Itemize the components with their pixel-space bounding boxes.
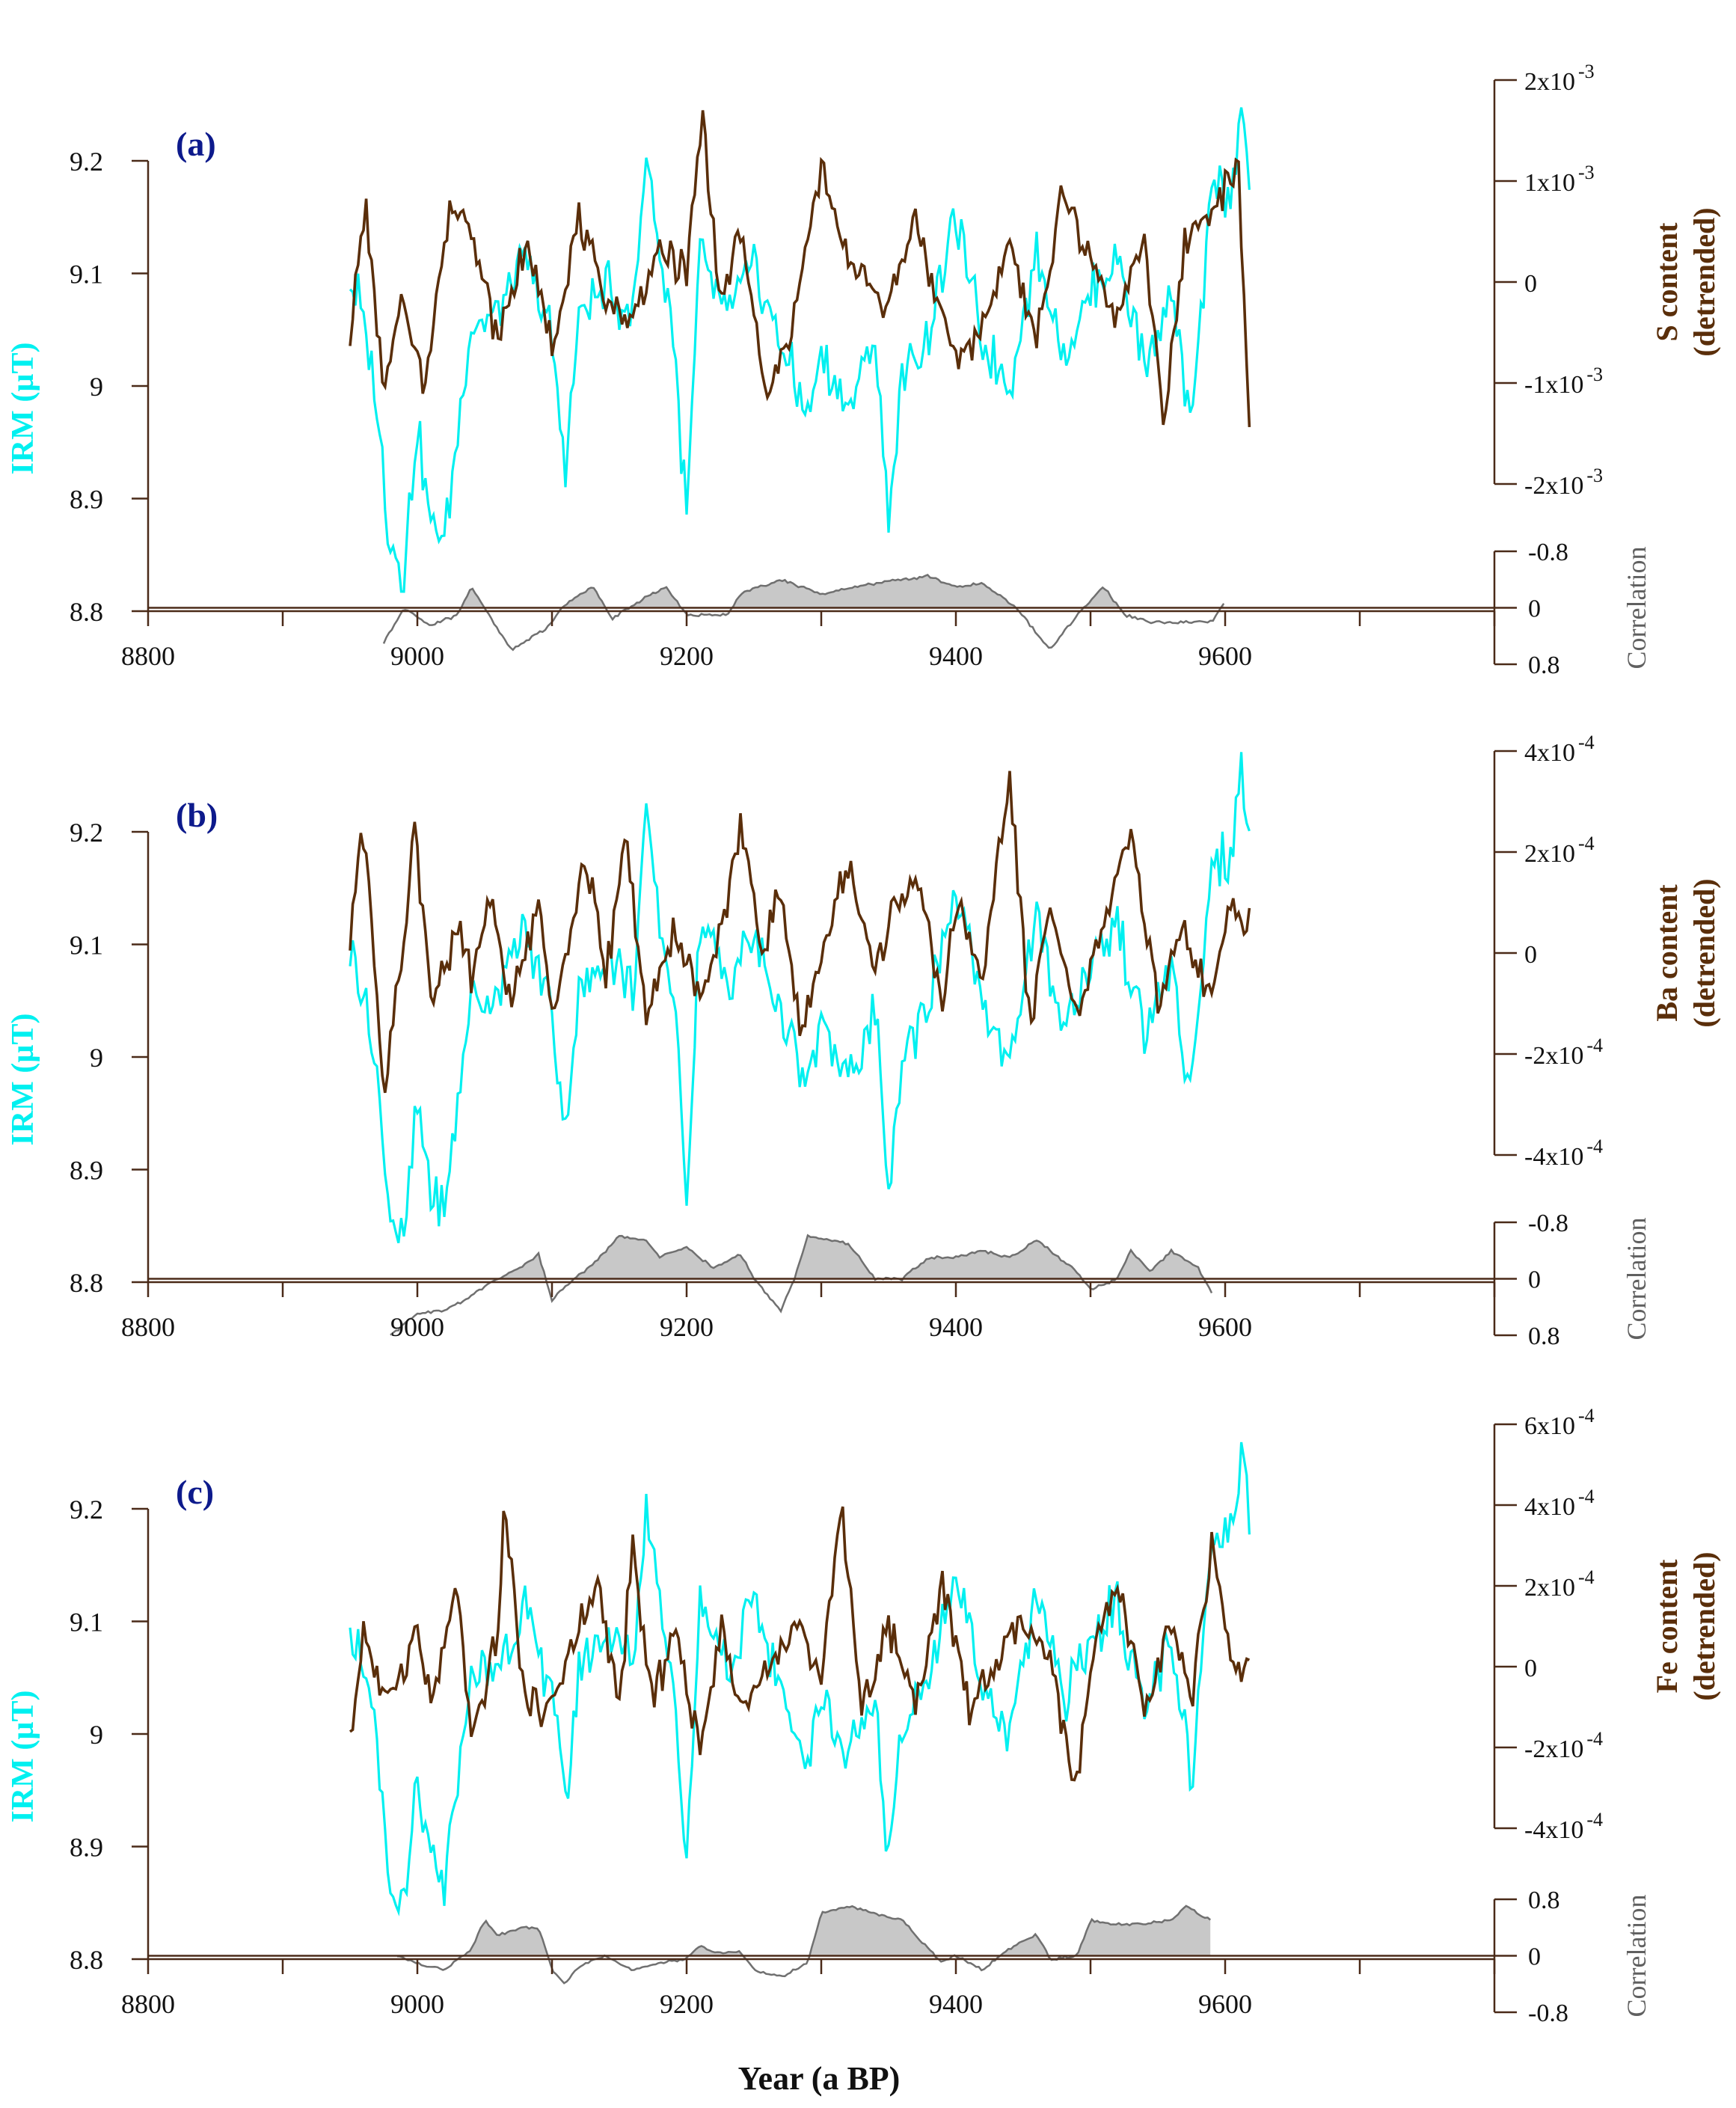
left-tick-label: 9 [90,1720,103,1750]
irm-series-line [349,107,1251,593]
left-tick-label: 9.2 [70,1495,103,1525]
correlation-fill [397,1905,1211,1956]
correlation-tick-label: 0 [1528,1943,1541,1971]
left-axis-title: IRM (µT) [6,1690,40,1822]
right-axis-title-line2: (detrended) [1687,207,1721,356]
panel-a: 8.8 8.9 9 9.1 9.2 8800 9000 9200 9400 9600 -2x10 -3… [6,61,1721,679]
panel-label: (a) [176,125,216,163]
left-tick-label: 8.8 [70,1945,103,1975]
x-tick-label: 9400 [929,641,983,671]
left-tick-label: 9.1 [70,1608,103,1637]
right-tick-label: -1x10 -3 [1524,364,1603,399]
left-tick-label: 9.1 [70,260,103,289]
right-tick-label: 0 [1524,270,1537,298]
left-tick-label: 8.9 [70,485,103,515]
left-tick-label: 9.1 [70,931,103,960]
panel-label: (c) [176,1473,214,1511]
correlation-line [390,1234,1213,1336]
left-tick-label: 8.8 [70,597,103,627]
panel-b: 8.8 8.9 9 9.1 9.2 8800 9000 9200 9400 9600 -4x10 -4… [6,732,1721,1350]
correlation-tick-label: 0.8 [1528,1323,1560,1350]
panel-label: (b) [176,796,218,834]
left-tick-label: 9.2 [70,147,103,177]
right-tick-label: -2x10 -3 [1524,465,1603,500]
x-tick-label: 9200 [660,641,714,671]
right-tick-label: -2x10 -4 [1524,1035,1603,1070]
left-tick-label: 9 [90,1043,103,1073]
right-axis-title-line2: (detrended) [1687,1551,1721,1700]
correlation-axis-title: Correlation [1622,1895,1651,2017]
x-tick-label: 9000 [390,641,444,671]
x-tick-label: 9400 [929,1312,983,1342]
x-tick-label: 9200 [660,1312,714,1342]
x-tick-label: 9000 [390,1312,444,1342]
right-tick-label: 0 [1524,941,1537,969]
right-tick-label: -2x10 -4 [1524,1728,1603,1763]
correlation-fill [384,575,1224,608]
correlation-tick-label: 0.8 [1528,652,1560,679]
right-tick-label: -4x10 -4 [1524,1136,1603,1171]
right-axis-title-line2: (detrended) [1687,878,1721,1027]
right-axis-title: Ba content [1650,884,1684,1022]
left-tick-label: 8.9 [70,1156,103,1186]
left-tick-label: 8.9 [70,1833,103,1863]
x-tick-label: 9600 [1198,1312,1252,1342]
correlation-tick-label: 0 [1528,1266,1541,1294]
correlation-axis-title: Correlation [1622,547,1651,670]
x-tick-label: 8800 [121,1312,175,1342]
irm-series-line [349,1441,1251,1916]
right-tick-label: 6x10 -4 [1524,1405,1595,1440]
left-tick-label: 9.2 [70,818,103,848]
irm-series-line [349,752,1251,1243]
left-tick-label: 8.8 [70,1268,103,1298]
x-tick-label: 9400 [929,1989,983,2019]
x-tick-label: 9000 [390,1989,444,2019]
correlation-tick-label: 0.8 [1528,1887,1560,1914]
right-tick-label: 2x10 -4 [1524,1566,1595,1602]
x-tick-label: 8800 [121,1989,175,2019]
correlation-line [382,574,1225,652]
right-tick-label: 1x10 -3 [1524,162,1595,197]
right-tick-label: 4x10 -4 [1524,1486,1595,1521]
right-tick-label: 0 [1524,1655,1537,1682]
left-axis-title: IRM (µT) [6,342,40,474]
correlation-tick-label: 0 [1528,595,1541,623]
x-tick-label: 9200 [660,1989,714,2019]
element-series-line [349,770,1251,1094]
x-tick-label: 9600 [1198,1989,1252,2019]
left-axis-title: IRM (µT) [6,1013,40,1145]
right-axis-title: S content [1650,222,1684,342]
x-tick-label: 8800 [121,641,175,671]
x-tick-label: 9600 [1198,641,1252,671]
x-axis-title: Year (a BP) [738,2060,901,2097]
right-tick-label: -4x10 -4 [1524,1809,1603,1844]
correlation-axis-title: Correlation [1622,1218,1651,1341]
left-tick-label: 9 [90,372,103,402]
correlation-tick-label: -0.8 [1528,1210,1568,1237]
element-series-line [349,1506,1251,1782]
correlation-tick-label: -0.8 [1528,539,1568,566]
right-tick-label: 2x10 -3 [1524,61,1595,96]
correlation-tick-label: -0.8 [1528,2000,1568,2027]
right-axis-title: Fe content [1650,1559,1684,1694]
element-series-line [349,110,1251,427]
right-tick-label: 2x10 -4 [1524,833,1595,868]
panel-c: 8.8 8.9 9 9.1 9.2 8800 9000 9200 9400 9600 -4x10 -4… [6,1405,1721,2027]
correlation-fill [390,1235,1212,1279]
right-tick-label: 4x10 -4 [1524,732,1595,767]
